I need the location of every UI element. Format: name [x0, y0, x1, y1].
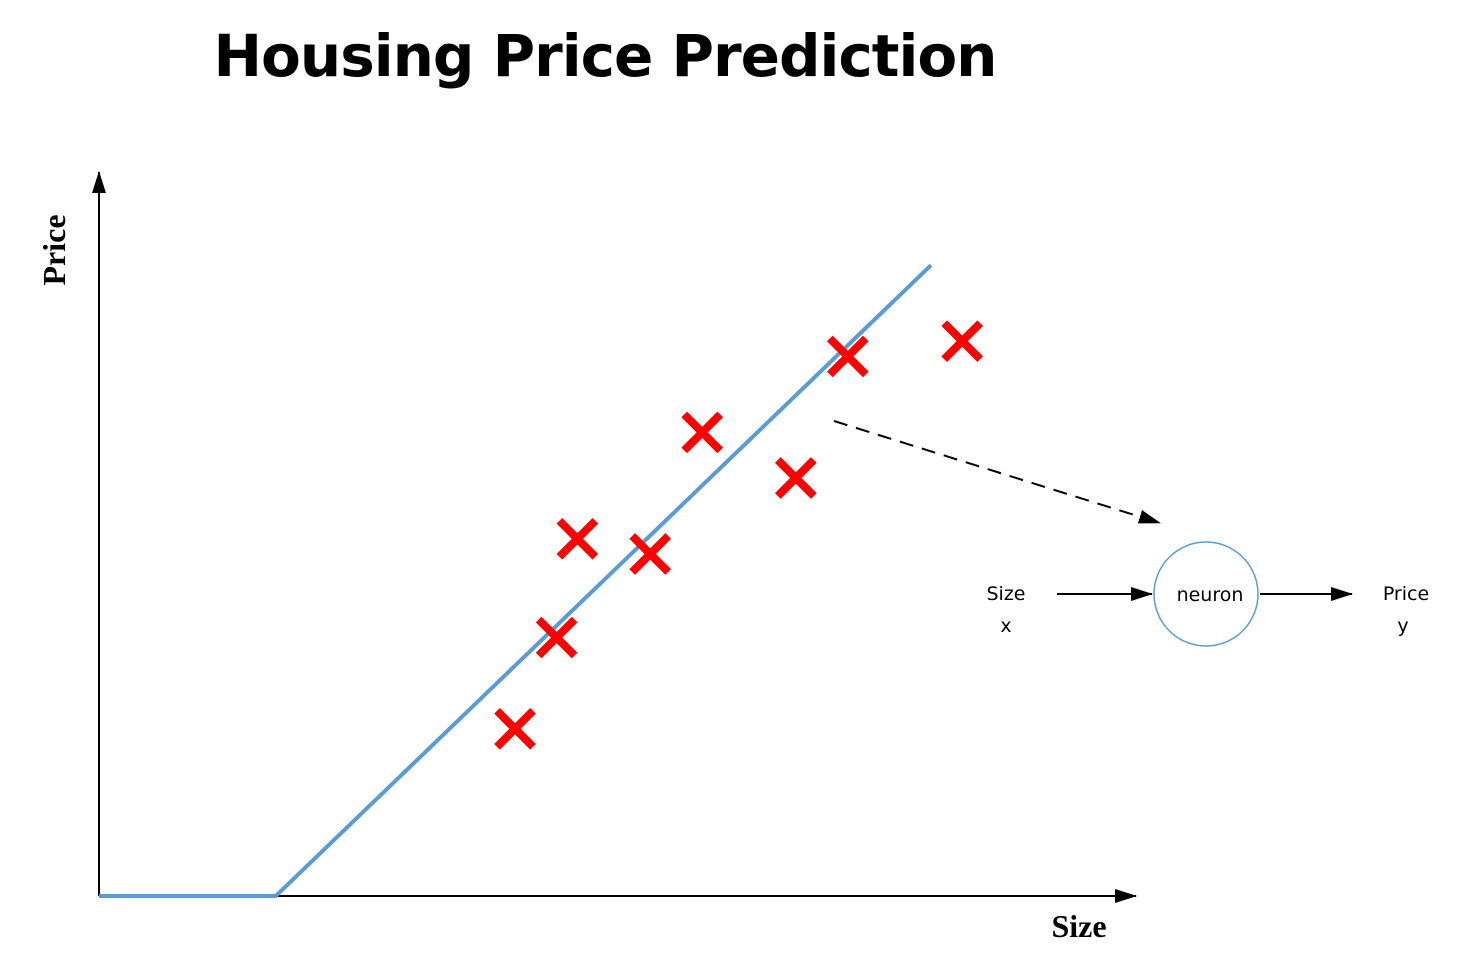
- marker-stroke: [556, 517, 599, 560]
- marker-stroke: [494, 707, 536, 750]
- marker-stroke: [941, 320, 984, 363]
- marker-stroke: [629, 533, 672, 575]
- data-point-marker: [681, 411, 724, 454]
- data-point-marker: [494, 707, 536, 750]
- marker-stroke: [681, 411, 724, 454]
- marker-stroke: [535, 616, 578, 659]
- neuron-input-label: Size: [986, 583, 1025, 605]
- dashed-pointer-arrow: [833, 420, 1161, 524]
- marker-stroke: [826, 335, 869, 378]
- data-point-marker: [826, 335, 869, 378]
- data-points: [494, 320, 984, 750]
- data-point-marker: [629, 533, 672, 575]
- neuron-output-label: Price: [1383, 583, 1429, 605]
- data-point-marker: [556, 517, 599, 560]
- page-title: Housing Price Prediction: [213, 22, 998, 90]
- neuron-input-var: x: [1000, 615, 1011, 637]
- y-axis-label: Price: [36, 214, 72, 285]
- neuron-circle: [1153, 541, 1259, 647]
- data-point-marker: [941, 320, 984, 363]
- data-point-marker: [774, 457, 817, 499]
- neuron-output-var: y: [1397, 615, 1408, 637]
- data-point-marker: [535, 616, 578, 659]
- fit-line: [99, 263, 933, 898]
- marker-stroke: [774, 457, 817, 499]
- neuron-label: neuron: [1177, 584, 1244, 606]
- x-axis-label: Size: [1051, 908, 1106, 944]
